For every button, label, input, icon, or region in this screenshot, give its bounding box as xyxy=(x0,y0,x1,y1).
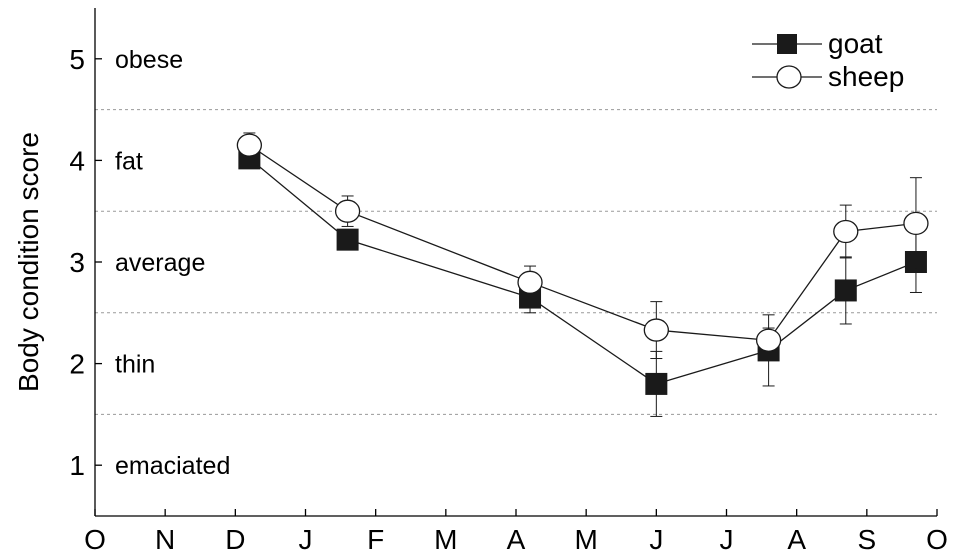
legend-item-sheep: sheep xyxy=(752,61,904,92)
sheep-point xyxy=(903,211,929,236)
goat-line xyxy=(248,157,917,385)
category-label-thin: thin xyxy=(115,351,155,379)
x-tick-label: M xyxy=(434,524,457,555)
x-tick-label: A xyxy=(507,524,526,555)
x-tick-label: O xyxy=(926,524,948,555)
x-tick-label: J xyxy=(649,524,663,555)
category-label-emaciated: emaciated xyxy=(115,452,230,480)
goat-point xyxy=(834,279,857,302)
category-labels: obese fat average thin emaciated xyxy=(115,46,230,480)
grid-lines xyxy=(95,109,937,415)
sheep-point xyxy=(833,219,859,244)
sheep-point xyxy=(755,328,782,352)
series-sheep xyxy=(236,132,929,360)
sheep-point xyxy=(517,270,543,294)
x-tick-label: F xyxy=(367,524,384,555)
y-tick-label: 5 xyxy=(69,44,85,75)
data-series xyxy=(236,132,929,417)
x-tick-label: J xyxy=(299,524,313,555)
x-tick-label: A xyxy=(787,524,806,555)
legend-label: goat xyxy=(828,28,883,59)
series-goat xyxy=(238,147,927,417)
category-label-obese: obese xyxy=(115,46,183,74)
x-tick-label: D xyxy=(225,524,245,555)
category-label-fat: fat xyxy=(115,147,143,175)
sheep-point xyxy=(236,133,263,157)
legend-marker xyxy=(777,34,797,54)
legend-marker xyxy=(776,65,802,89)
goat-point xyxy=(336,228,359,251)
x-tick-label: M xyxy=(575,524,598,555)
category-label-average: average xyxy=(115,249,205,277)
sheep-point xyxy=(643,318,669,342)
legend-label: sheep xyxy=(828,61,904,92)
x-tick-label: S xyxy=(857,524,876,555)
x-tick-label: N xyxy=(155,524,175,555)
y-tick-label: 3 xyxy=(69,247,85,278)
y-tick-label: 2 xyxy=(69,349,85,380)
x-tick-label: O xyxy=(84,524,106,555)
sheep-point xyxy=(334,199,361,223)
y-axis-title: Body condition score xyxy=(13,132,44,392)
goat-point xyxy=(645,372,668,395)
axes: 1 2 3 4 5 O N D J F M A M J J A S O xyxy=(69,8,948,555)
x-tick-label: J xyxy=(720,524,734,555)
legend-item-goat: goat xyxy=(752,28,883,59)
y-tick-label: 4 xyxy=(69,145,85,176)
y-tick-label: 1 xyxy=(69,450,85,481)
